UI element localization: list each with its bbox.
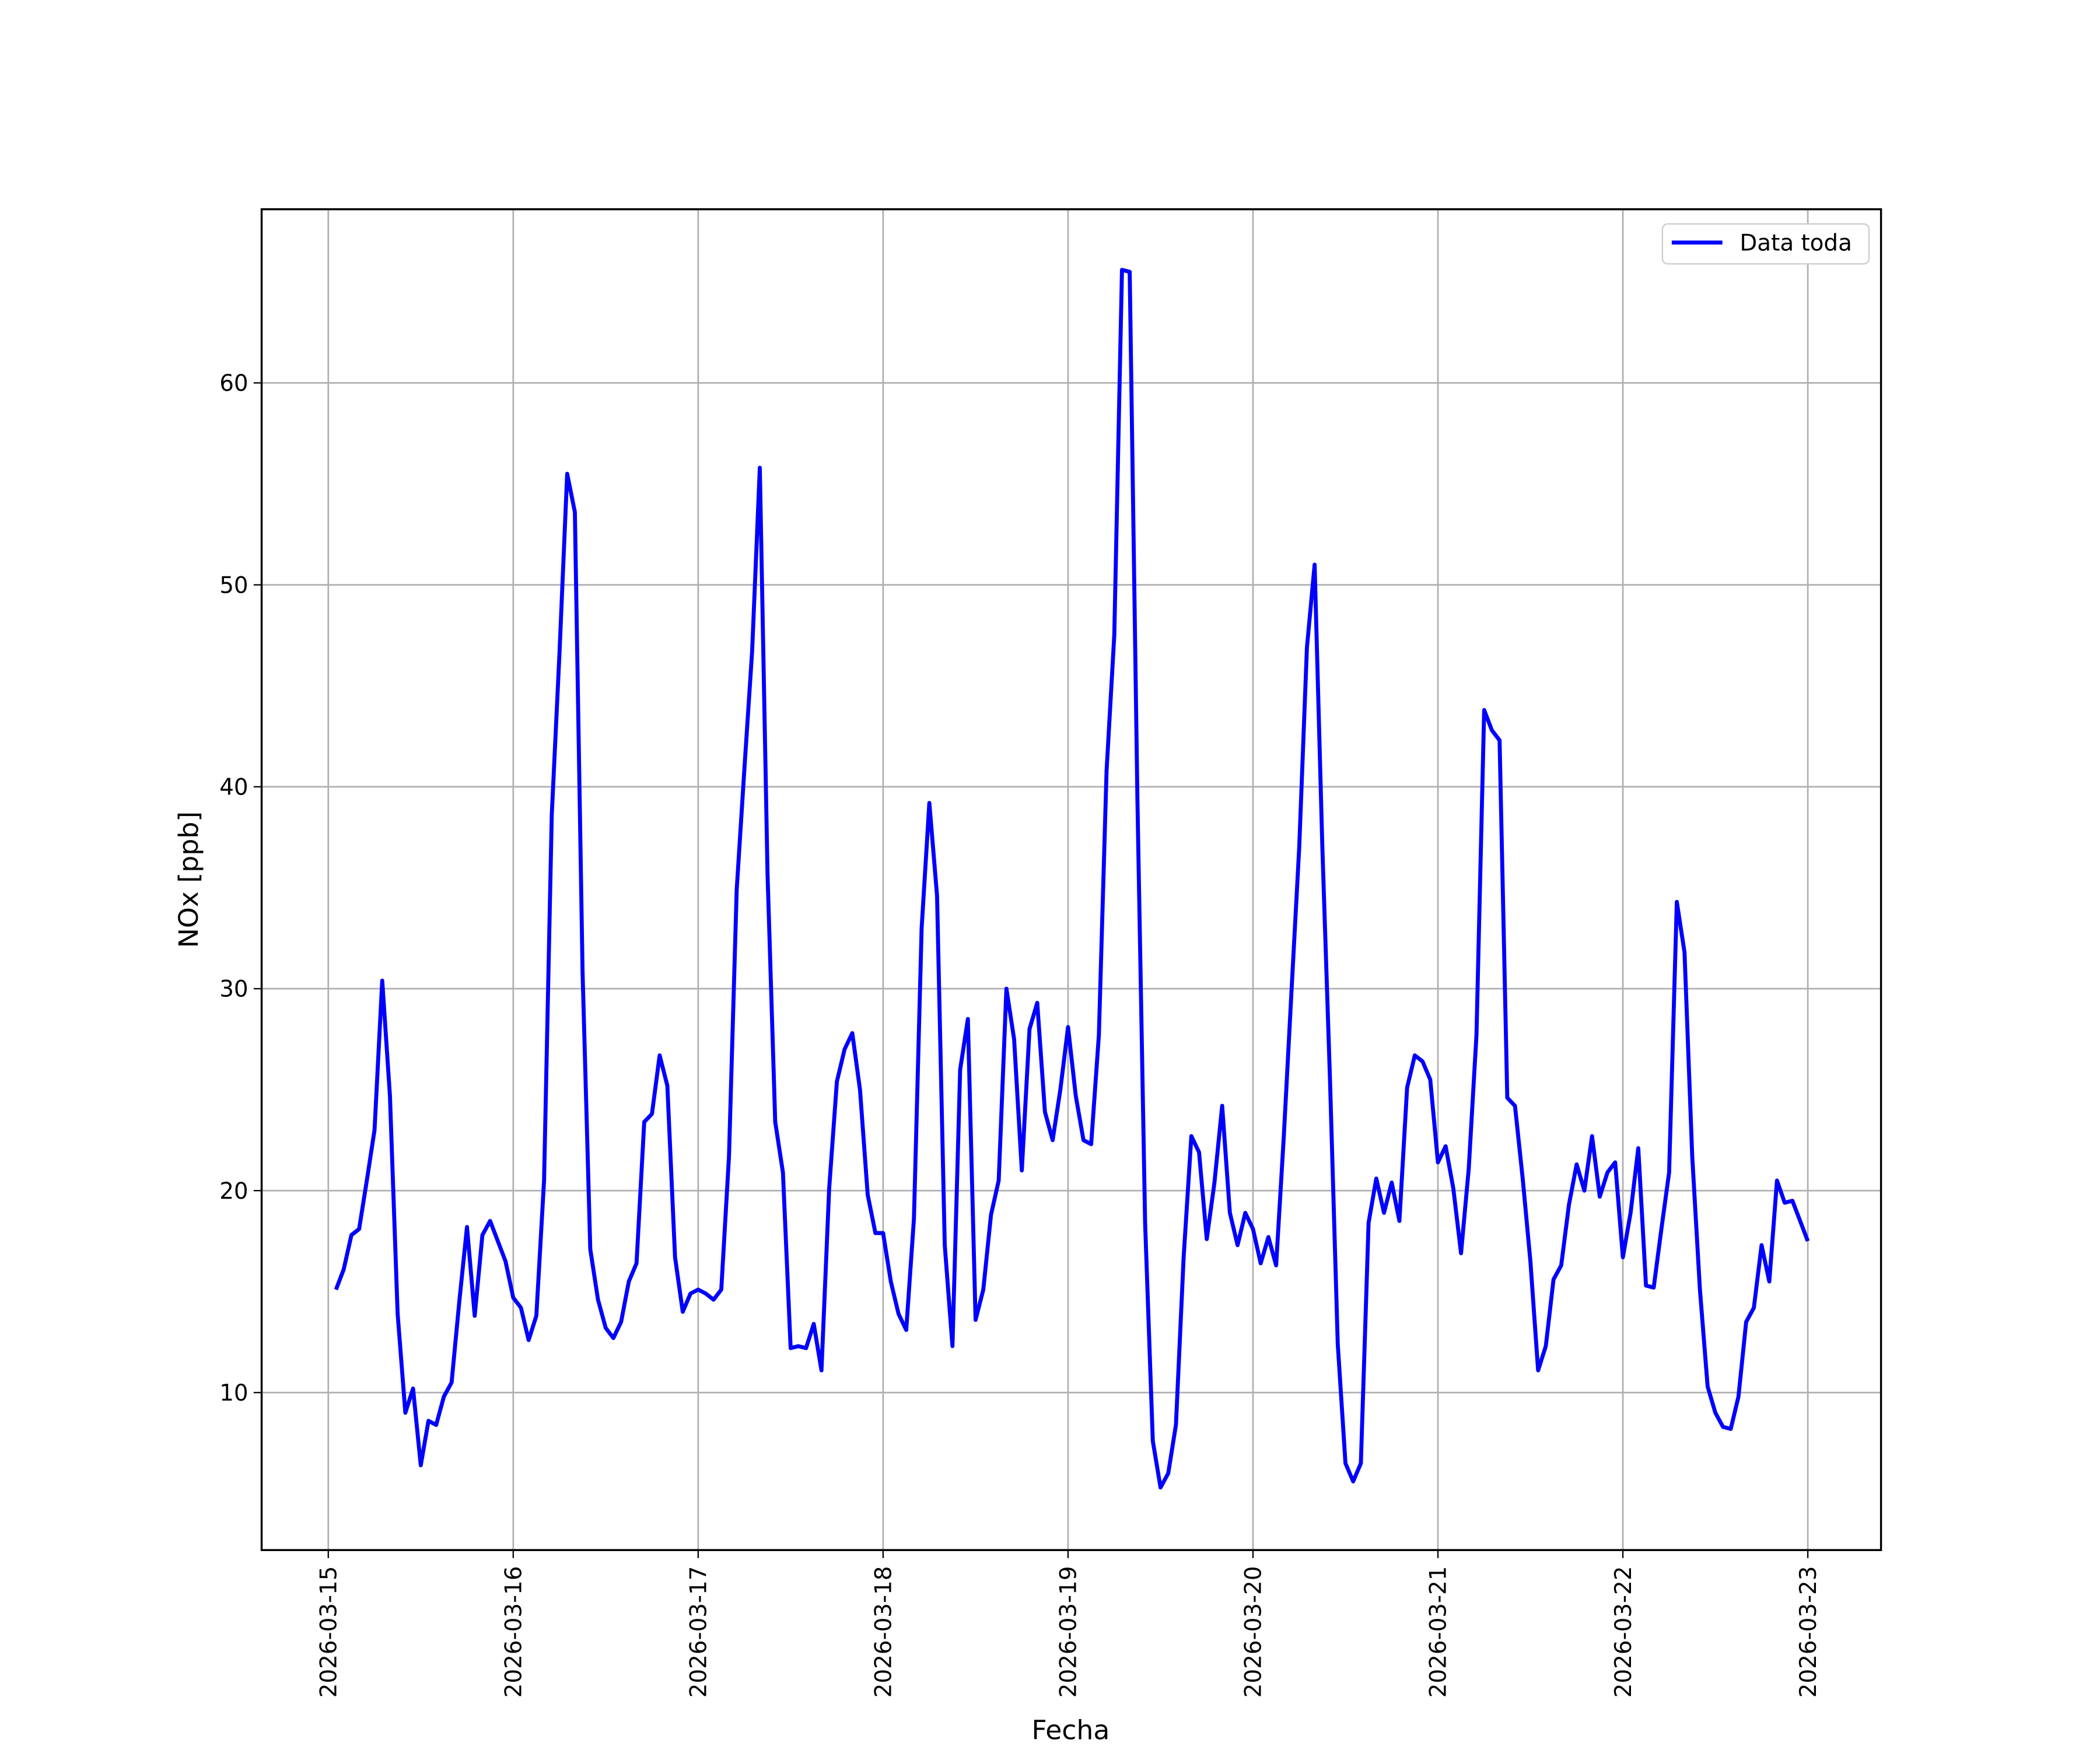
x-tick-label: 2026-03-20 xyxy=(1241,1566,1267,1698)
x-tick-label: 2026-03-15 xyxy=(316,1566,342,1698)
y-axis-label: NOx [ppb] xyxy=(173,811,204,948)
y-tick-label: 10 xyxy=(219,1380,248,1406)
y-tick-label: 20 xyxy=(219,1178,248,1205)
x-tick-label: 2026-03-23 xyxy=(1796,1566,1822,1698)
legend-box xyxy=(1661,223,1870,265)
x-tick-label: 2026-03-21 xyxy=(1426,1566,1452,1698)
x-tick-label: 2026-03-18 xyxy=(871,1566,897,1698)
y-tick-label: 60 xyxy=(219,370,248,397)
x-tick-label: 2026-03-19 xyxy=(1056,1566,1082,1698)
legend-label: Data toda xyxy=(1740,230,1852,257)
plot-frame xyxy=(260,208,1882,1551)
x-tick-label: 2026-03-22 xyxy=(1611,1566,1637,1698)
x-axis-label: Fecha xyxy=(1031,1715,1110,1746)
x-tick-label: 2026-03-16 xyxy=(501,1566,527,1698)
y-tick-label: 40 xyxy=(219,774,248,800)
y-tick-label: 30 xyxy=(219,977,248,1003)
x-tick-label: 2026-03-17 xyxy=(686,1566,712,1698)
data-line xyxy=(334,268,1810,1490)
y-tick-label: 50 xyxy=(219,572,248,598)
